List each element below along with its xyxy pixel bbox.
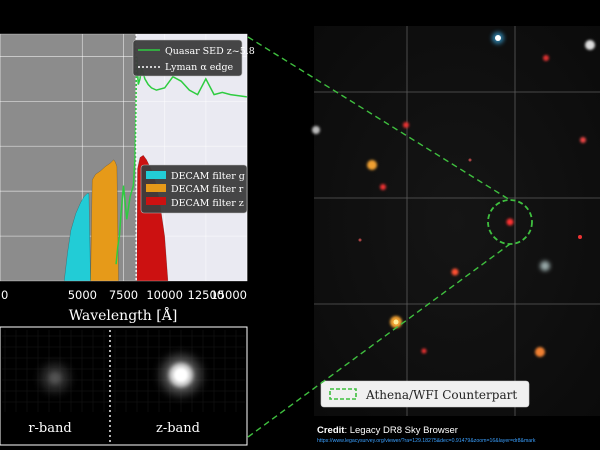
z-band-cutout (161, 355, 201, 395)
zoom-line-top (247, 36, 511, 201)
x-tick-label: 0 (1, 288, 8, 302)
legend-lyman-label: Lyman α edge (165, 62, 234, 73)
x-tick-label: 15000 (210, 288, 247, 302)
plot-frame (0, 33, 248, 282)
sky-sources (312, 32, 595, 398)
legend-sed: Quasar SED z~5.8 Lyman α edge (132, 39, 255, 77)
legend-filters: DECAM filter g DECAM filter r DECAM filt… (140, 164, 248, 214)
x-tick-label: 5000 (68, 288, 97, 302)
credit-line: Credit: Legacy DR8 Sky Browser (317, 425, 458, 436)
r-band-cutout (41, 364, 69, 392)
filter-g-area (64, 193, 91, 281)
x-tick-label: 7500 (109, 288, 138, 302)
x-tick-label: 12500 (188, 288, 225, 302)
legend-sed-label: Quasar SED z~5.8 (165, 46, 255, 57)
r-band-label: r-band (28, 421, 71, 436)
sky-legend-label: Athena/WFI Counterpart (365, 388, 517, 402)
spectrum-plot: Quasar SED z~5.8 Lyman α edge DECAM filt… (0, 33, 255, 324)
legend-z-label: DECAM filter z (171, 198, 244, 209)
filter-r-area (90, 159, 119, 281)
z-band-label: z-band (156, 421, 200, 436)
credit-bold: Credit (317, 425, 345, 436)
cutout-panel: r-band z-band (0, 326, 248, 446)
legend-z-swatch (146, 197, 166, 205)
sky-grid (314, 26, 600, 416)
x-axis-label: Wavelength [Å] (69, 306, 178, 324)
credit-url[interactable]: https://www.legacysurvey.org/viewer/?ra=… (317, 438, 536, 444)
legend-r-swatch (146, 184, 166, 192)
credit-text: : Legacy DR8 Sky Browser (344, 425, 458, 436)
legend-g-swatch (146, 171, 166, 179)
sky-image: Athena/WFI Counterpart (312, 26, 600, 416)
sky-legend: Athena/WFI Counterpart (320, 380, 530, 408)
legend-g-label: DECAM filter g (171, 171, 245, 182)
counterpart-circle (487, 199, 533, 245)
legend-r-label: DECAM filter r (171, 184, 244, 195)
x-tick-label: 10000 (146, 288, 183, 302)
zoom-line-bottom (247, 243, 511, 438)
